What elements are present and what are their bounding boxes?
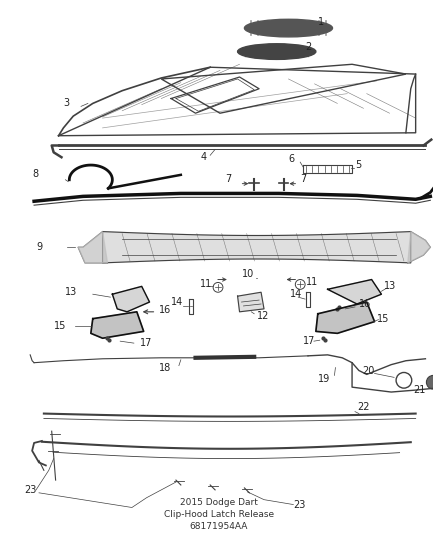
Text: 5: 5 [355,160,361,170]
Text: 2015 Dodge Dart
Clip-Hood Latch Release
68171954AA: 2015 Dodge Dart Clip-Hood Latch Release … [164,498,274,531]
Text: 7: 7 [225,174,231,184]
Text: 4: 4 [201,152,207,162]
Circle shape [427,375,438,389]
Polygon shape [78,232,107,263]
Text: 2: 2 [305,42,311,52]
Text: 9: 9 [36,242,42,252]
Ellipse shape [237,44,316,59]
Polygon shape [408,232,430,263]
Text: 7: 7 [300,174,307,184]
Polygon shape [102,232,411,263]
Text: 16: 16 [359,299,371,309]
Text: 23: 23 [293,499,306,510]
Text: 6: 6 [289,154,295,164]
Text: 13: 13 [384,281,396,292]
Polygon shape [91,312,144,338]
Text: 14: 14 [171,297,184,307]
Text: 17: 17 [140,338,152,348]
Polygon shape [316,302,374,333]
Text: 18: 18 [159,362,172,373]
Text: 14: 14 [290,289,303,299]
Text: 12: 12 [257,311,269,321]
Text: 11: 11 [306,278,318,287]
Text: 19: 19 [318,374,330,384]
Ellipse shape [244,19,332,37]
Text: 10: 10 [241,269,254,279]
Text: 23: 23 [24,485,37,495]
Polygon shape [113,286,149,312]
Polygon shape [328,279,381,304]
Text: 1: 1 [318,17,324,27]
Text: 17: 17 [303,336,315,346]
Text: 16: 16 [159,305,172,315]
Text: 13: 13 [65,287,78,297]
Text: 3: 3 [64,99,70,108]
Text: 22: 22 [357,402,369,411]
Text: 15: 15 [54,320,66,330]
Text: 11: 11 [201,279,213,289]
Polygon shape [237,292,264,312]
Text: 15: 15 [377,313,389,324]
Text: 20: 20 [362,366,374,376]
Text: 8: 8 [32,169,38,179]
Text: 21: 21 [414,385,426,395]
